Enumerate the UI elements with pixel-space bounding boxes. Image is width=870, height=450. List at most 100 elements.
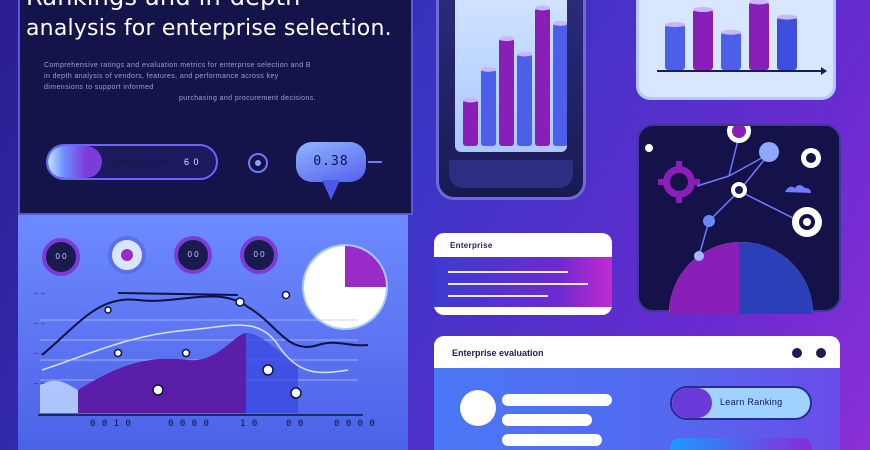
donut-stat-3: 0 0 [174,236,212,274]
bar-cap [693,7,713,13]
node-icon [703,215,715,227]
bar-cap [499,36,514,42]
network-diagram [645,119,822,314]
bar [777,17,797,70]
blurb-line: Comprehensive ratings and evaluation met… [44,62,311,69]
bar-chart-card [636,0,836,100]
x-tick-label: 0 0 1 0 [90,419,132,429]
window-minimize-icon[interactable] [792,348,802,358]
bar [553,23,568,146]
network-panel [637,119,841,314]
window-close-icon[interactable] [816,348,826,358]
text-placeholder [502,394,612,406]
bar [481,69,496,146]
score-bubble-text: 0.38 [313,154,349,169]
data-point [113,348,123,358]
hero-title-line-1: Rankings and in-depth [26,0,406,10]
data-point [262,364,274,376]
line-series-1 [41,295,369,356]
svg-text:— —: — — [34,290,45,297]
x-tick-label: 0 0 0 0 [334,419,376,429]
donut-label: 0 0 [253,250,265,259]
bar-cap [665,22,685,28]
line-series-2 [41,324,349,374]
toggle-dot-icon[interactable] [248,153,268,173]
data-point [152,384,164,396]
search-card-banner [434,257,612,307]
node-icon [732,124,746,138]
bar [749,2,769,70]
bar-cap [721,29,741,35]
bar [693,9,713,70]
donut-label: 0 0 [55,252,67,261]
device-base [449,160,573,188]
text-placeholder [502,434,602,446]
gear-icon [658,161,700,203]
data-point [235,297,245,307]
secondary-button[interactable] [670,438,812,450]
data-point [181,348,191,358]
svg-text:— —: — — [34,380,45,387]
data-point [104,306,112,314]
learn-ranking-button[interactable]: Learn Ranking [670,386,812,420]
phone-bar-chart [463,5,568,146]
bar [721,32,741,70]
progress-slider[interactable]: 6 0 [46,144,218,180]
blurb-line: purchasing and procurement decisions. [179,95,316,102]
evaluation-window: Enterprise evaluation Learn Ranking [434,336,840,450]
avatar [460,390,496,426]
x-tick-label: 0 0 0 0 [168,419,210,429]
bar-cap [481,66,496,72]
progress-value: 6 0 [184,157,200,167]
donut-stat-1: 0 0 [42,238,80,276]
donut-stat-4: 0 0 [240,236,278,274]
bar [463,100,478,146]
search-card[interactable]: Enterprise [434,233,612,315]
blurb-line: dimensions to support informed [44,84,154,91]
blurb-line: in depth analysis of vendors, features, … [44,73,279,80]
device-screen [455,0,568,152]
node-icon [694,251,704,261]
bar-cap [517,51,532,57]
search-card-header: Enterprise [450,241,493,250]
score-bubble: 0.38 [296,142,366,182]
bar-cap [777,14,797,20]
pie-chart [302,244,388,330]
score-bubble-tail [322,180,340,200]
donut-stat-2 [108,236,146,274]
donut-label: 0 0 [187,250,199,259]
score-bubble-connector [368,161,382,163]
window-title: Enterprise evaluation [452,348,544,358]
x-axis-labels: 0 0 1 0 0 0 0 0 1 0 0 0 0 0 0 0 [18,419,408,433]
bar-cap [749,0,769,5]
cloud-icon [785,185,811,193]
line-area-chart: — — — — — — — — [34,290,369,416]
intro-blurb: Comprehensive ratings and evaluation met… [44,60,392,104]
svg-text:— —: — — [34,350,45,357]
bar [535,8,550,146]
text-placeholder [502,414,592,426]
x-tick-label: 1 0 [240,419,258,429]
node-icon [759,142,779,162]
bar [499,38,514,146]
gear-icon [792,207,822,237]
window-titlebar: Enterprise evaluation [434,336,840,368]
bar-cap [535,5,550,11]
axis-arrow-icon [821,67,827,75]
gear-icon [801,148,821,168]
node-icon [645,144,653,152]
bar [517,54,532,146]
bar [665,24,685,71]
bar-cap [553,20,568,26]
bar-cap [463,97,478,103]
progress-track-dots [110,160,170,165]
hero-title-line-2: analysis for enterprise selection. [26,16,392,41]
data-point [290,387,302,399]
progress-fill [48,146,102,178]
data-point [281,290,291,300]
area-series [78,333,246,413]
hero-title: Rankings and in-depth analysis for enter… [26,0,406,42]
learn-ranking-label: Learn Ranking [720,397,783,407]
device-mockup [436,0,586,200]
x-tick-label: 0 0 [286,419,304,429]
